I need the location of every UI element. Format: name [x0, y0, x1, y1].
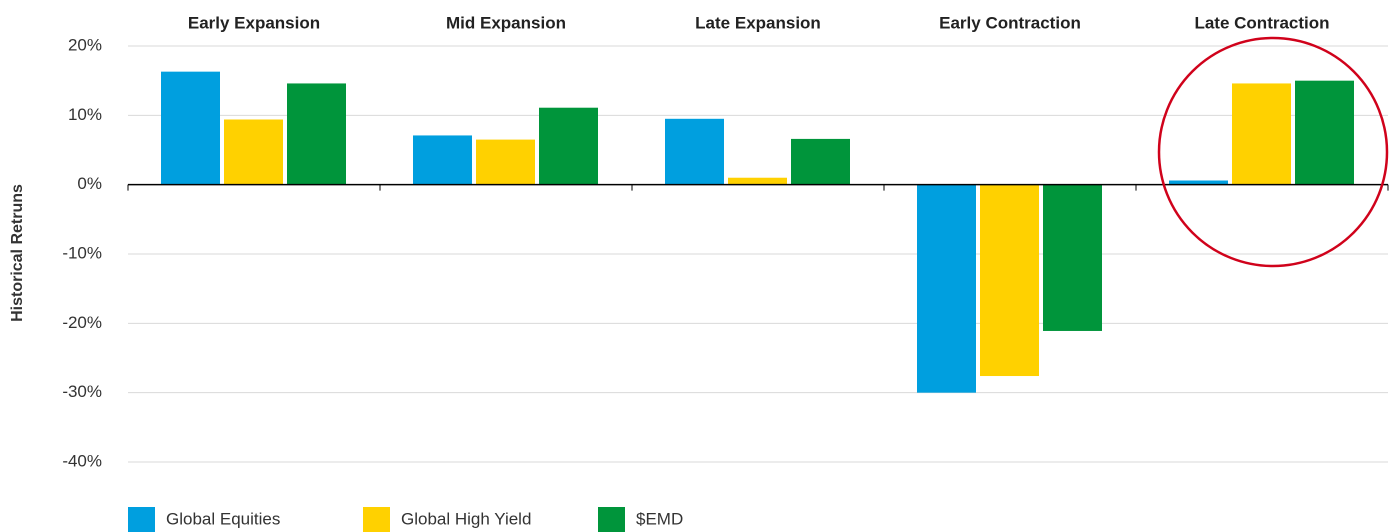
y-axis-label: Historical Retruns — [9, 184, 26, 322]
bar — [539, 107, 598, 185]
bar — [791, 138, 850, 185]
legend-label: Global Equities — [166, 509, 280, 528]
y-tick-label: -20% — [62, 313, 102, 332]
bar — [1295, 80, 1354, 185]
y-tick-label: -40% — [62, 451, 102, 470]
bar — [980, 184, 1039, 377]
legend-swatch — [128, 507, 155, 532]
y-tick-label: -10% — [62, 243, 102, 262]
category-label: Early Expansion — [188, 13, 320, 32]
bar — [161, 71, 220, 185]
category-label: Late Contraction — [1194, 13, 1329, 32]
y-tick-label: 0% — [77, 174, 102, 193]
bar — [224, 119, 283, 185]
bar — [917, 184, 976, 393]
y-tick-label: -30% — [62, 382, 102, 401]
y-tick-label: 20% — [68, 35, 102, 54]
category-label: Early Contraction — [939, 13, 1081, 32]
category-label: Mid Expansion — [446, 13, 566, 32]
highlight-circle — [1157, 36, 1389, 268]
bar — [1232, 83, 1291, 185]
legend-swatch — [598, 507, 625, 532]
legend-swatch — [363, 507, 390, 532]
bar — [665, 118, 724, 185]
legend-label: Global High Yield — [401, 509, 531, 528]
y-tick-label: 10% — [68, 105, 102, 124]
bar — [476, 139, 535, 185]
bar — [1169, 180, 1228, 185]
bar — [728, 177, 787, 185]
bar — [1043, 184, 1102, 331]
bar — [413, 135, 472, 185]
category-label: Late Expansion — [695, 13, 821, 32]
bar — [287, 83, 346, 185]
legend-label: $EMD — [636, 509, 683, 528]
